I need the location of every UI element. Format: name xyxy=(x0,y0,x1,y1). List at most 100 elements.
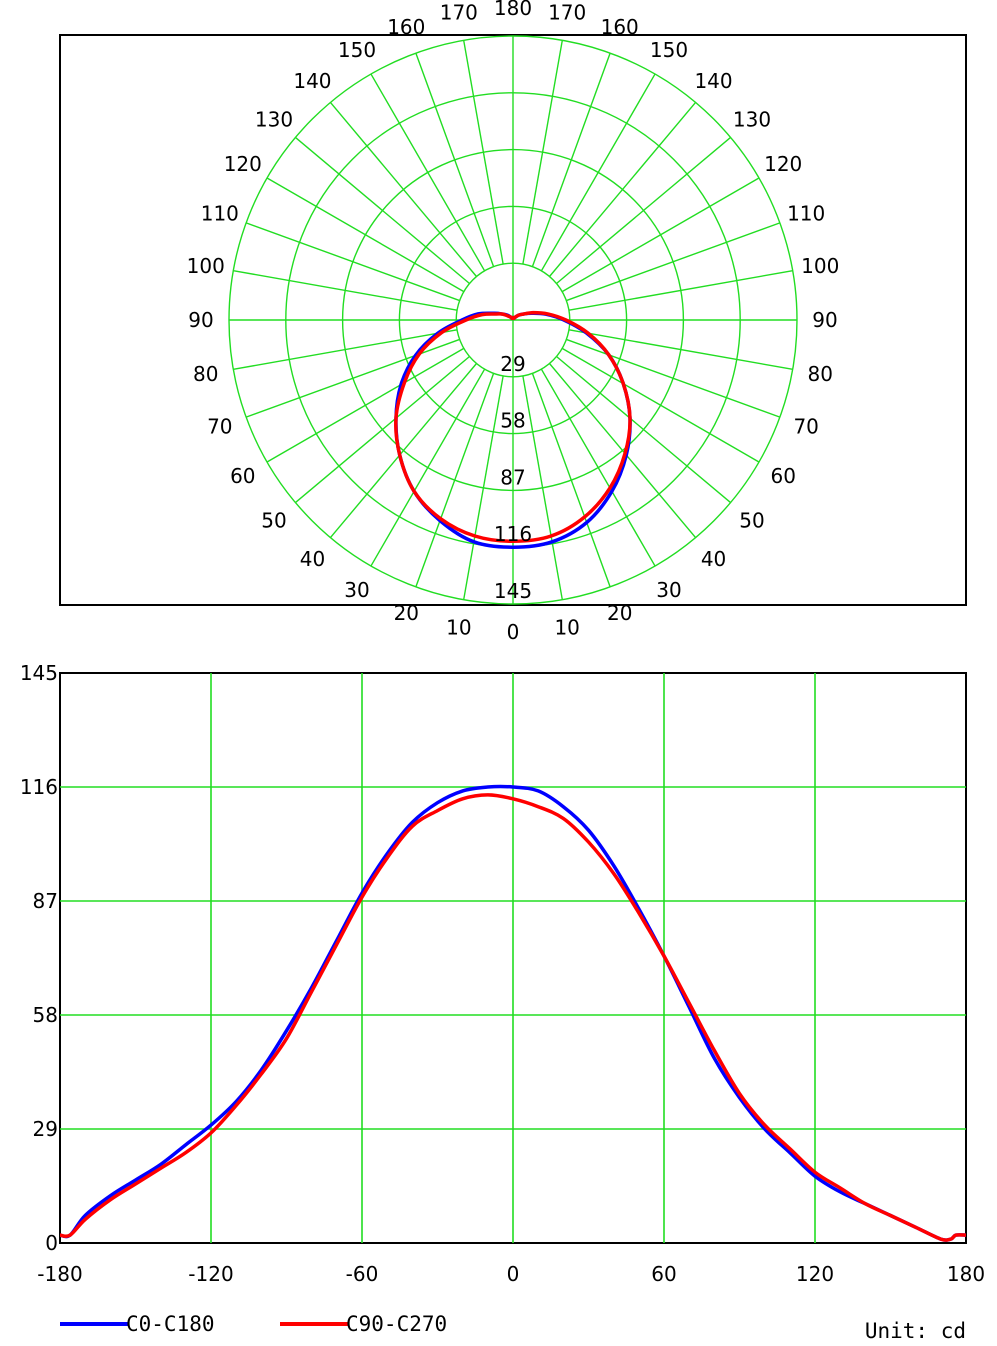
polar-spoke-240 xyxy=(266,177,465,293)
polar-curve-c90-c270 xyxy=(394,310,632,544)
polar-radial-label-58: 58 xyxy=(500,409,525,433)
polar-spoke-340 xyxy=(415,373,495,588)
polar-angle-label-left-50: 50 xyxy=(261,509,286,533)
polar-spoke-320 xyxy=(329,363,478,539)
polar-angle-label-right-170: 170 xyxy=(548,1,586,25)
legend-label-c90-c270: C90-C270 xyxy=(346,1312,447,1336)
polar-angle-label-left-40: 40 xyxy=(300,547,325,571)
polar-angle-label-left-130: 130 xyxy=(255,107,293,131)
polar-angle-label-left-20: 20 xyxy=(394,601,419,625)
polar-spoke-200 xyxy=(415,52,495,267)
y-tick-label-58: 58 xyxy=(33,1003,58,1027)
y-tick-label-0: 0 xyxy=(45,1231,58,1255)
polar-angle-label-left-180: 180 xyxy=(494,0,532,20)
polar-angle-label-right-40: 40 xyxy=(701,547,726,571)
polar-angle-label-left-70: 70 xyxy=(207,415,232,439)
polar-spoke-220 xyxy=(329,101,478,277)
polar-spoke-40 xyxy=(548,363,697,539)
polar-spoke-50 xyxy=(556,355,732,504)
polar-frame xyxy=(59,34,967,606)
polar-spoke-280 xyxy=(233,329,458,371)
polar-angle-label-left-30: 30 xyxy=(344,578,369,602)
x-tick-label--120: -120 xyxy=(188,1262,233,1286)
polar-angle-label-left-160: 160 xyxy=(387,15,425,39)
polar-spoke-80 xyxy=(568,329,793,371)
polar-spoke-70 xyxy=(566,338,781,418)
polar-radial-label-87: 87 xyxy=(500,465,525,489)
polar-angle-label-right-20: 20 xyxy=(607,601,632,625)
polar-radial-label-145: 145 xyxy=(494,579,532,603)
polar-angle-label-right-80: 80 xyxy=(808,362,833,386)
polar-angle-label-left-10: 10 xyxy=(446,615,471,639)
y-tick-label-29: 29 xyxy=(33,1117,58,1141)
polar-spoke-140 xyxy=(548,101,697,277)
polar-angle-label-left-150: 150 xyxy=(338,38,376,62)
polar-spoke-110 xyxy=(566,222,781,302)
polar-angle-label-right-10: 10 xyxy=(554,615,579,639)
line-curve-c90-c270 xyxy=(59,793,967,1242)
polar-angle-label-right-130: 130 xyxy=(733,107,771,131)
polar-spoke-120 xyxy=(561,177,760,293)
legend-label-c0-c180: C0-C180 xyxy=(126,1312,215,1336)
polar-angle-label-left-0: 0 xyxy=(507,620,520,644)
polar-angle-label-right-160: 160 xyxy=(601,15,639,39)
polar-angle-label-left-120: 120 xyxy=(224,152,262,176)
line-labels: -180 -120 -60 0 60 120 180 0 29 58 87 116 145 xyxy=(20,661,985,1286)
polar-spoke-290 xyxy=(245,338,460,418)
polar-radial-label-116: 116 xyxy=(494,522,532,546)
polar-angle-label-left-90: 90 xyxy=(188,308,213,332)
polar-angle-label-left-170: 170 xyxy=(440,1,478,25)
line-curves xyxy=(59,784,967,1242)
y-tick-label-145: 145 xyxy=(20,661,58,685)
polar-spoke-230 xyxy=(294,136,470,285)
polar-angle-label-left-100: 100 xyxy=(187,254,225,278)
polar-angle-label-left-110: 110 xyxy=(201,201,239,225)
y-tick-label-87: 87 xyxy=(33,889,58,913)
x-tick-label-120: 120 xyxy=(796,1262,834,1286)
x-tick-label--180: -180 xyxy=(37,1262,82,1286)
unit-label: Unit: cd xyxy=(865,1319,966,1343)
polar-spoke-30 xyxy=(540,368,656,567)
polar-radial-label-29: 29 xyxy=(500,352,525,376)
polar-grid xyxy=(228,35,798,605)
line-grid xyxy=(60,673,966,1243)
polar-spoke-350 xyxy=(462,375,504,600)
polar-spoke-330 xyxy=(370,368,486,567)
legend: C0-C180 C90-C270 xyxy=(60,1312,447,1336)
polar-spoke-210 xyxy=(370,73,486,272)
polar-angle-label-right-140: 140 xyxy=(694,69,732,93)
polar-spoke-100 xyxy=(568,269,793,311)
polar-angle-label-right-90: 90 xyxy=(812,308,837,332)
polar-angle-label-right-30: 30 xyxy=(656,578,681,602)
polar-angle-label-right-120: 120 xyxy=(764,152,802,176)
polar-spoke-260 xyxy=(233,269,458,311)
polar-angle-label-right-60: 60 xyxy=(770,464,795,488)
polar-angle-label-right-50: 50 xyxy=(739,509,764,533)
polar-spoke-190 xyxy=(462,40,504,265)
polar-angle-label-right-70: 70 xyxy=(793,415,818,439)
polar-spoke-160 xyxy=(531,52,611,267)
polar-angle-label-right-110: 110 xyxy=(787,201,825,225)
polar-spoke-250 xyxy=(245,222,460,302)
y-tick-label-116: 116 xyxy=(20,775,58,799)
polar-angle-label-left-140: 140 xyxy=(293,69,331,93)
polar-spoke-10 xyxy=(522,375,564,600)
polar-spoke-130 xyxy=(556,136,732,285)
polar-angle-label-left-80: 80 xyxy=(193,362,218,386)
x-tick-label--60: -60 xyxy=(346,1262,379,1286)
polar-spoke-310 xyxy=(294,355,470,504)
x-tick-label-0: 0 xyxy=(507,1262,520,1286)
x-tick-label-180: 180 xyxy=(947,1262,985,1286)
polar-angle-label-right-100: 100 xyxy=(801,254,839,278)
polar-spoke-300 xyxy=(266,347,465,463)
polar-spoke-170 xyxy=(522,40,564,265)
polar-angle-label-left-60: 60 xyxy=(230,464,255,488)
polar-angle-label-right-150: 150 xyxy=(650,38,688,62)
polar-spoke-150 xyxy=(540,73,656,272)
x-tick-label-60: 60 xyxy=(651,1262,676,1286)
polar-curves xyxy=(394,310,632,549)
polar-spoke-20 xyxy=(531,373,611,588)
polar-spoke-60 xyxy=(561,347,760,463)
polar-labels: 0102030405060708090100110120130140150160… xyxy=(187,0,840,644)
